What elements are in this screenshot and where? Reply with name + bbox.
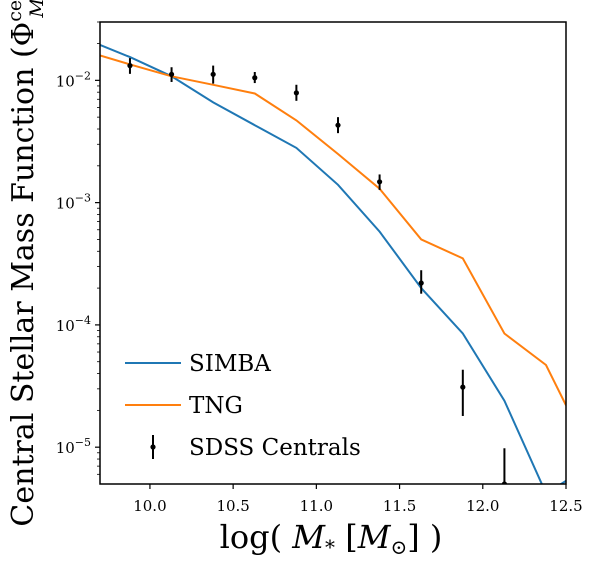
y-tick-label: 10−3 (56, 192, 91, 213)
series-line-simba (100, 43, 566, 484)
legend-item-simba: SIMBA (125, 351, 271, 377)
data-point (377, 179, 383, 185)
data-point (252, 75, 258, 81)
x-tick-label: 10.5 (216, 497, 249, 515)
x-axis-label: log( M* [M⊙] ) (220, 518, 443, 559)
legend-item-tng: TNG (125, 393, 243, 419)
x-tick-label: 12.0 (466, 497, 499, 515)
legend-item-sdss-centrals: SDSS Centrals (150, 435, 361, 461)
x-tick-label: 12.5 (549, 497, 582, 515)
plot-frame (99, 21, 567, 485)
data-point (460, 384, 466, 390)
y-axis-label: Central Stellar Mass Function (ΦcenM*) (4, 0, 51, 527)
legend-label: SIMBA (189, 351, 271, 377)
data-point (418, 280, 424, 286)
x-tick-label: 11.5 (383, 497, 416, 515)
legend-label: TNG (189, 393, 243, 419)
x-tick-label: 10.0 (133, 497, 166, 515)
series-layer (100, 43, 566, 484)
data-point (335, 122, 341, 128)
data-point (168, 71, 175, 77)
legend-swatch-point (150, 444, 156, 450)
y-tick-label: 10−2 (56, 69, 91, 90)
x-tick-label: 11.0 (300, 497, 333, 515)
y-tick-label: 10−4 (56, 314, 91, 335)
data-point (210, 71, 216, 77)
y-tick-label: 10−5 (56, 436, 91, 457)
tick-layer: 10.0 10.5 11.0 11.5 12.0 12.5 10−2 10−3 10−4 10−5 (56, 21, 583, 515)
legend: SIMBA TNG SDSS Centrals (125, 351, 361, 461)
data-point (293, 90, 299, 96)
data-point (127, 62, 133, 69)
legend-label: SDSS Centrals (189, 435, 361, 461)
series-line-tng (100, 54, 566, 406)
